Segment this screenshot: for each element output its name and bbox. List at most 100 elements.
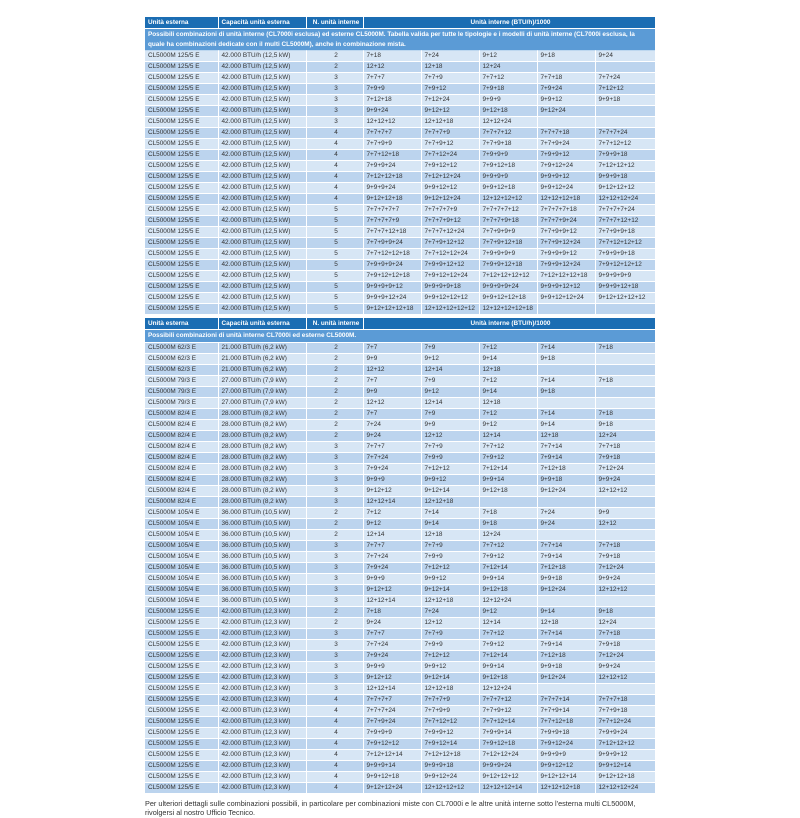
table-row: CL5000M 125/5 E 42.000 BTU/h (12,3 kW) 3 9+… bbox=[145, 661, 656, 673]
indoor-count-cell: 3 bbox=[306, 540, 364, 552]
combination-cell: 7+9+24 bbox=[363, 463, 422, 475]
combination-cell: 7+7+18 bbox=[595, 628, 656, 640]
capacity-cell: 42.000 BTU/h (12,5 kW) bbox=[218, 116, 307, 128]
outdoor-unit-cell: CL5000M 125/5 E bbox=[145, 650, 219, 662]
combination-cell: 7+7+9+9+18 bbox=[595, 226, 656, 238]
combination-cell: 7+9+9 bbox=[421, 551, 480, 563]
combination-cell: 12+12+14 bbox=[363, 496, 422, 508]
outdoor-unit-cell: CL5000M 82/4 E bbox=[145, 419, 219, 431]
capacity-cell: 42.000 BTU/h (12,5 kW) bbox=[218, 204, 307, 216]
outdoor-unit-cell: CL5000M 125/5 E bbox=[145, 771, 219, 783]
indoor-count-cell: 3 bbox=[306, 485, 364, 497]
combination-cell: 12+14 bbox=[421, 364, 480, 376]
combination-cell: 9+12+12 bbox=[421, 105, 480, 117]
combination-cell: 7+12+14 bbox=[479, 650, 538, 662]
indoor-count-cell: 3 bbox=[306, 452, 364, 464]
combination-cell: 7+18 bbox=[363, 606, 422, 618]
combination-cell: 9+12+14 bbox=[421, 485, 480, 497]
combination-cell: 12+12+14 bbox=[363, 683, 422, 695]
combination-cell: 7+9+12+12 bbox=[363, 738, 422, 750]
combination-cell: 12+12 bbox=[363, 364, 422, 376]
combination-cell bbox=[479, 496, 538, 508]
combination-cell: 7+7+9 bbox=[421, 540, 480, 552]
table-row: CL5000M 62/3 E 21.000 BTU/h (6,2 kW) 2 7+7 7… bbox=[145, 342, 656, 354]
combination-cell: 7+14 bbox=[537, 375, 596, 387]
combination-cell: 9+9+9 bbox=[363, 573, 422, 585]
outdoor-unit-cell: CL5000M 125/5 E bbox=[145, 116, 219, 128]
combination-cell: 9+9+12+14 bbox=[595, 760, 656, 772]
outdoor-unit-cell: CL5000M 125/5 E bbox=[145, 204, 219, 216]
indoor-count-cell: 5 bbox=[306, 259, 364, 271]
indoor-count-cell: 4 bbox=[306, 127, 364, 139]
combination-cell: 7+7+12+12 bbox=[421, 716, 480, 728]
header-indoor-count: N. unità interne bbox=[306, 318, 364, 330]
indoor-count-cell: 3 bbox=[306, 683, 364, 695]
capacity-cell: 42.000 BTU/h (12,5 kW) bbox=[218, 226, 307, 238]
table-row: CL5000M 82/4 E 28.000 BTU/h (8,2 kW) 2 9+24… bbox=[145, 430, 656, 442]
combination-cell: 7+7+7 bbox=[363, 540, 422, 552]
combination-cell: 7+9+12+24 bbox=[537, 160, 596, 172]
combination-cell: 7+7+7+7+18 bbox=[537, 204, 596, 216]
combination-cell: 7+7+9+24 bbox=[537, 138, 596, 150]
combination-cell: 7+9+9+18 bbox=[595, 149, 656, 161]
combination-cell: 7+9+9+9+9 bbox=[479, 248, 538, 260]
combination-cell: 7+7+9 bbox=[421, 72, 480, 84]
combination-cell: 12+12+24 bbox=[479, 116, 538, 128]
combination-cell: 7+14 bbox=[537, 342, 596, 354]
capacity-cell: 42.000 BTU/h (12,3 kW) bbox=[218, 727, 307, 739]
table-row: CL5000M 125/5 E 42.000 BTU/h (12,5 kW) 5 7+… bbox=[145, 248, 656, 260]
combination-cell: 9+12+12+12 bbox=[479, 771, 538, 783]
indoor-count-cell: 2 bbox=[306, 518, 364, 530]
combination-cell: 9+9+9 bbox=[479, 94, 538, 106]
combination-cell: 7+9+14 bbox=[537, 551, 596, 563]
table-header: Unità esterna Capacità unità esterna N. … bbox=[145, 318, 656, 343]
combination-cell: 7+12+12 bbox=[421, 562, 480, 574]
outdoor-unit-cell: CL5000M 125/5 E bbox=[145, 281, 219, 293]
combination-cell: 7+12+12 bbox=[421, 463, 480, 475]
combination-cell bbox=[595, 496, 656, 508]
outdoor-unit-cell: CL5000M 82/4 E bbox=[145, 496, 219, 508]
table-row: CL5000M 125/5 E 42.000 BTU/h (12,3 kW) 4 7+… bbox=[145, 727, 656, 739]
outdoor-unit-cell: CL5000M 125/5 E bbox=[145, 628, 219, 640]
table-row: CL5000M 125/5 E 42.000 BTU/h (12,3 kW) 4 7+… bbox=[145, 749, 656, 761]
combination-cell: 7+12 bbox=[363, 507, 422, 519]
table-row: CL5000M 125/5 E 42.000 BTU/h (12,3 kW) 4 9+… bbox=[145, 760, 656, 772]
combination-cell: 7+7+14 bbox=[537, 441, 596, 453]
indoor-count-cell: 5 bbox=[306, 270, 364, 282]
combination-cell: 7+9+24 bbox=[363, 562, 422, 574]
capacity-cell: 42.000 BTU/h (12,5 kW) bbox=[218, 83, 307, 95]
combination-cell: 9+9 bbox=[363, 353, 422, 365]
outdoor-unit-cell: CL5000M 125/5 E bbox=[145, 193, 219, 205]
indoor-count-cell: 4 bbox=[306, 727, 364, 739]
indoor-count-cell: 4 bbox=[306, 182, 364, 194]
table-row: CL5000M 125/5 E 42.000 BTU/h (12,3 kW) 2 7+… bbox=[145, 606, 656, 618]
combination-cell: 9+12 bbox=[479, 606, 538, 618]
combination-cell: 7+7+12+12+12 bbox=[595, 237, 656, 249]
outdoor-unit-cell: CL5000M 125/5 E bbox=[145, 749, 219, 761]
combination-cell: 7+24 bbox=[421, 606, 480, 618]
combination-cell: 9+9 bbox=[421, 419, 480, 431]
outdoor-unit-cell: CL5000M 125/5 E bbox=[145, 50, 219, 62]
combination-cell: 7+9+24 bbox=[363, 650, 422, 662]
outdoor-unit-cell: CL5000M 125/5 E bbox=[145, 617, 219, 629]
table-row: CL5000M 82/4 E 28.000 BTU/h (8,2 kW) 2 7+7 7… bbox=[145, 408, 656, 420]
combination-cell: 9+9+9+12 bbox=[537, 171, 596, 183]
capacity-cell: 42.000 BTU/h (12,3 kW) bbox=[218, 738, 307, 750]
combination-cell: 12+18 bbox=[421, 529, 480, 541]
capacity-cell: 42.000 BTU/h (12,5 kW) bbox=[218, 127, 307, 139]
combination-cell: 7+7+9+9 bbox=[421, 705, 480, 717]
combination-cell: 7+9+12 bbox=[479, 551, 538, 563]
combination-cell: 7+7+7+12+24 bbox=[421, 226, 480, 238]
combination-cell: 7+7+9+9+9 bbox=[479, 226, 538, 238]
table-row: CL5000M 125/5 E 42.000 BTU/h (12,5 kW) 5 7+… bbox=[145, 204, 656, 216]
outdoor-unit-cell: CL5000M 79/3 E bbox=[145, 375, 219, 387]
outdoor-unit-cell: CL5000M 125/5 E bbox=[145, 782, 219, 794]
combination-cell: 7+24 bbox=[537, 507, 596, 519]
combination-cell: 9+12+24 bbox=[537, 105, 596, 117]
combination-cell: 9+9+9+12+24 bbox=[363, 292, 422, 304]
combination-cell: 9+9+9+14 bbox=[363, 760, 422, 772]
capacity-cell: 28.000 BTU/h (8,2 kW) bbox=[218, 441, 307, 453]
page-content: Unità esterna Capacità unità esterna N. … bbox=[145, 17, 660, 818]
combination-cell: 7+7+12+24 bbox=[421, 149, 480, 161]
combination-cell: 7+9+9+18 bbox=[537, 727, 596, 739]
